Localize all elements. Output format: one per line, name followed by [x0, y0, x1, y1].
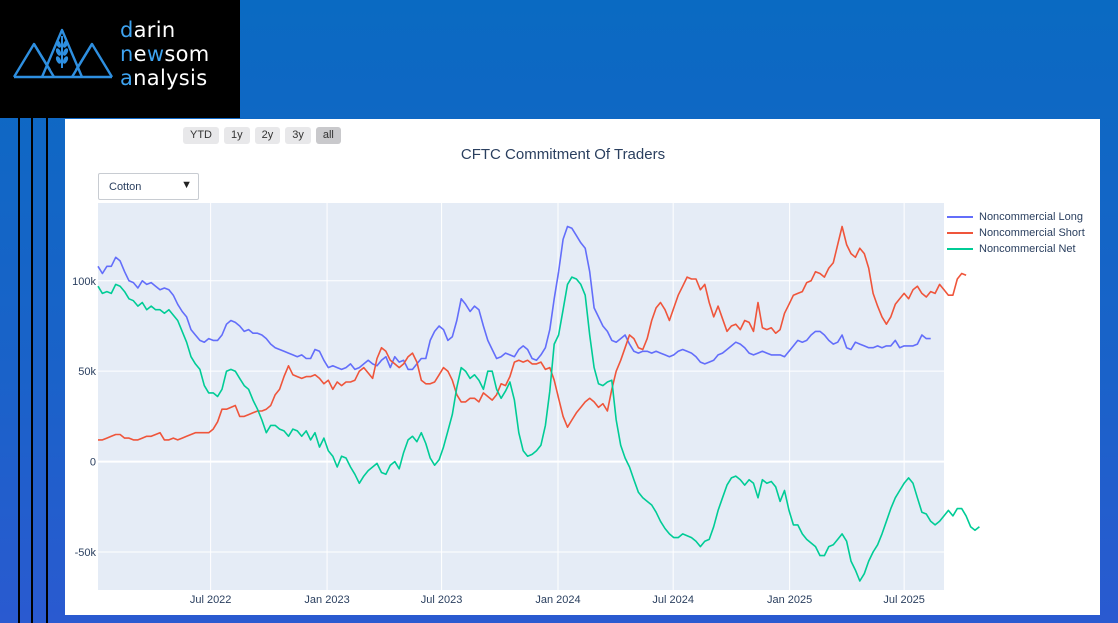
y-tick-label: 100k [72, 276, 96, 288]
brand-letter: d [120, 18, 134, 42]
decor-line [18, 118, 20, 623]
brand-text: nalysis [133, 66, 208, 90]
x-tick-label: Jul 2025 [883, 594, 925, 606]
short-series-line [98, 225, 967, 441]
range-selector: YTD 1y 2y 3y all [183, 127, 341, 144]
brand-letter: n [120, 42, 134, 66]
chart-plot: Jul 2022 Jan 2023 Jul 2023 Jan 2024 Jul 2024… [72, 203, 980, 606]
y-tick-label: 0 [90, 457, 96, 469]
decor-line [31, 118, 33, 623]
x-tick-label: Jan 2023 [304, 594, 349, 606]
chart-panel: Jul 2022 Jan 2023 Jul 2023 Jan 2024 Jul 2024… [65, 119, 1100, 615]
net-series-line [97, 276, 980, 582]
long-series-line [97, 225, 931, 371]
range-button-1y[interactable]: 1y [224, 127, 250, 144]
legend-swatch [947, 216, 973, 218]
chart-title: CFTC Commitment Of Traders [460, 146, 666, 163]
dropdown-selected-value: Cotton [109, 181, 142, 193]
commodity-dropdown[interactable]: Cotton ▼ [98, 173, 199, 200]
legend-item-short[interactable]: Noncommercial Short [947, 225, 1085, 241]
legend-label: Noncommercial Long [979, 211, 1083, 223]
brand-letter: a [120, 66, 134, 90]
brand-text: e [133, 42, 147, 66]
legend-label: Noncommercial Short [979, 227, 1085, 239]
legend-item-long[interactable]: Noncommercial Long [947, 209, 1085, 225]
x-tick-label: Jul 2023 [421, 594, 463, 606]
legend-swatch [947, 232, 973, 234]
legend-item-net[interactable]: Noncommercial Net [947, 241, 1085, 257]
range-button-2y[interactable]: 2y [254, 127, 281, 144]
brand-name: darin newsom analysis [120, 18, 210, 90]
x-tick-label: Jul 2024 [652, 594, 694, 606]
brand-text: arin [133, 18, 176, 42]
chart-legend: Noncommercial Long Noncommercial Short N… [947, 209, 1085, 257]
legend-label: Noncommercial Net [979, 243, 1076, 255]
decor-line [46, 118, 48, 623]
x-tick-label: Jan 2025 [767, 594, 812, 606]
x-tick-label: Jan 2024 [535, 594, 580, 606]
legend-swatch [947, 248, 973, 250]
y-tick-label: 50k [78, 366, 96, 378]
brand-text: som [164, 42, 210, 66]
plot-area [98, 203, 944, 590]
y-tick-label: -50k [75, 547, 97, 559]
range-button-3y[interactable]: 3y [285, 127, 311, 144]
brand-logo: darin newsom analysis [0, 0, 240, 118]
chevron-down-icon: ▼ [181, 179, 192, 191]
range-button-ytd[interactable]: YTD [183, 127, 219, 144]
mountain-wheat-icon [12, 28, 114, 79]
range-button-all[interactable]: all [315, 127, 341, 144]
brand-letter: w [146, 42, 165, 66]
x-tick-label: Jul 2022 [190, 594, 232, 606]
